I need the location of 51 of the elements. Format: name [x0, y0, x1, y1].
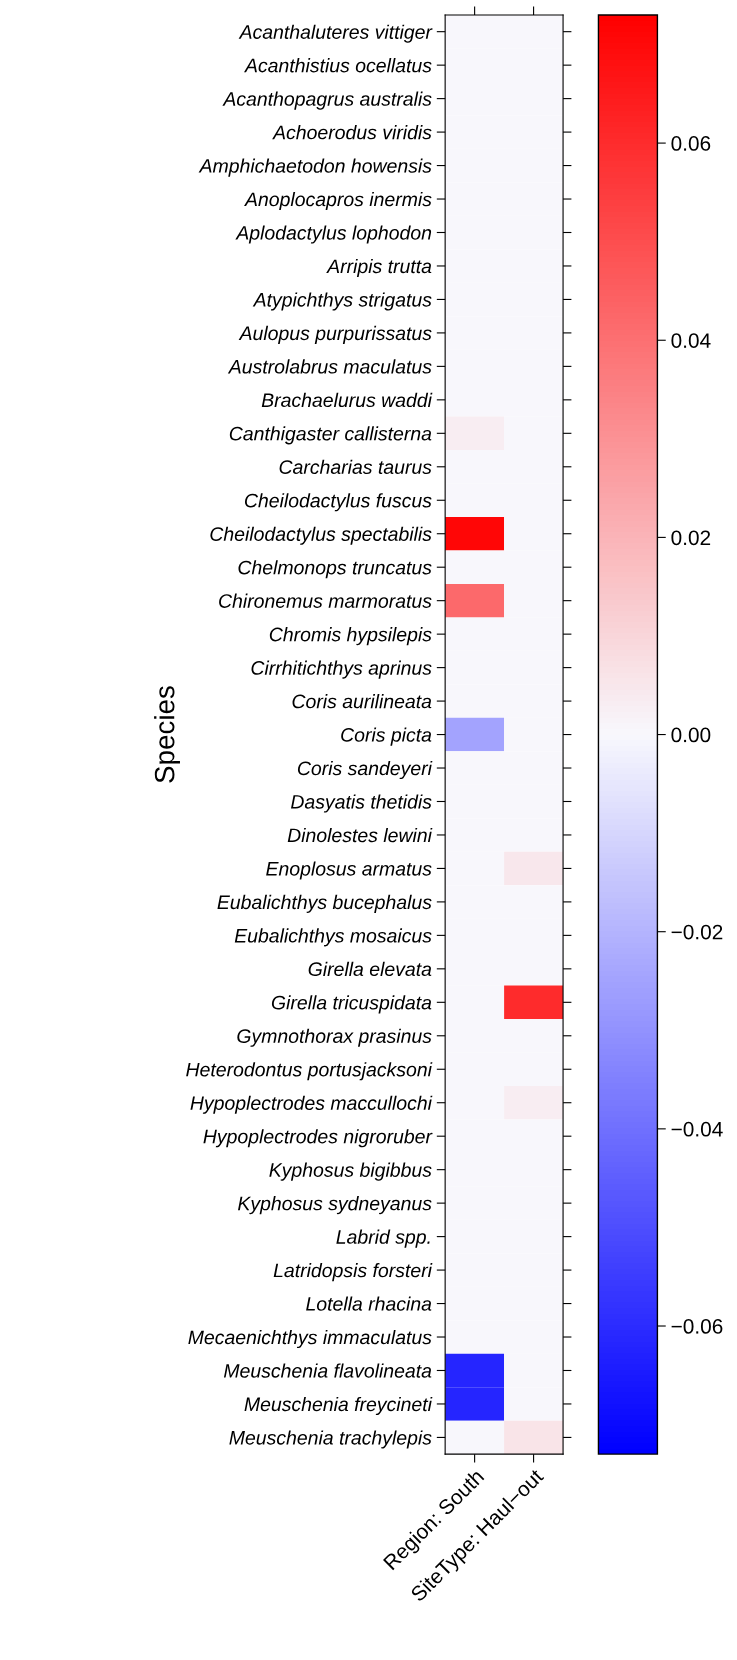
y-tick-label: Hypoplectrodes nigroruber [203, 1129, 433, 1148]
y-tick-label: Aplodactylus lophodon [235, 225, 432, 244]
y-tick-label: Kyphosus bigibbus [269, 1162, 432, 1181]
y-tick-label: Aulopus purpurissatus [238, 325, 432, 344]
y-tick-label: Dinolestes lewini [287, 827, 433, 843]
y-axis-title: Species [154, 686, 180, 783]
y-tick-label: Cheilodactylus spectabilis [210, 526, 432, 545]
color-bar-label: 0.02 [671, 530, 711, 546]
y-tick-label: Mecaenichthys immaculatus [188, 1329, 432, 1349]
y-tick-label: Eubalichthys mosaicus [234, 928, 432, 947]
y-tick-label: Cirrhitichthys aprinus [251, 660, 432, 679]
y-tick-label: Labrid spp. [336, 1229, 430, 1248]
y-tick-label: Girella elevata [308, 961, 432, 977]
y-tick-label: Enoplosus armatus [266, 861, 432, 880]
y-tick-label: Latridopsis forsteri [273, 1263, 433, 1282]
y-tick-label: Coris aurilineata [292, 694, 432, 709]
color-bar-label: 0.04 [671, 333, 711, 348]
y-tick-label: Gymnothorax prasinus [237, 1028, 432, 1047]
y-tick-label: Meuschenia freycineti [244, 1396, 433, 1416]
color-bar-label: 0.06 [671, 136, 711, 151]
y-tick-label: Eubalichthys bucephalus [217, 894, 432, 913]
y-tick-label: Achoerodus viridis [272, 125, 432, 140]
y-tick-label: Coris sandeyeri [297, 760, 433, 780]
y-tick-label: Acanthopagrus australis [222, 91, 432, 110]
y-tick-label: Acanthaluteres vittiger [238, 24, 433, 43]
y-tick-label: Girella tricuspidata [271, 995, 432, 1014]
y-tick-label: Hypoplectrodes maccullochi [190, 1095, 433, 1114]
y-tick-label: Amphichaetodon howensis [198, 158, 432, 177]
y-tick-label: Chironemus marmoratus [219, 593, 432, 608]
color-bar-label: −0.06 [671, 1319, 723, 1334]
y-tick-label: Acanthistius ocellatus [244, 58, 432, 73]
y-tick-label: Carcharias taurus [279, 459, 432, 475]
y-tick-label: Austrolabrus maculatus [227, 359, 432, 374]
y-tick-label: Coris picta [341, 727, 432, 746]
y-tick-label: Chelmonops truncatus [238, 560, 432, 579]
y-tick-label: Lotella rhacina [306, 1296, 432, 1311]
y-tick-label: Canthigaster callisterna [229, 426, 432, 445]
y-tick-label: Atypichthys strigatus [252, 292, 432, 311]
y-tick-label: Meuschenia trachylepis [229, 1430, 432, 1449]
color-bar-label: −0.04 [671, 1121, 723, 1137]
y-tick-label: Heterodontus portusjacksoni [186, 1062, 433, 1081]
y-tick-label: Chromis hypsilepis [269, 627, 432, 646]
y-tick-label: Cheilodactylus fuscus [244, 493, 432, 512]
color-bar-label: 0.00 [671, 727, 711, 743]
y-tick-label: Anoplocapros inermis [244, 191, 432, 211]
y-tick-label: Dasyatis thetidis [290, 794, 432, 813]
y-tick-label: Brachaelurus waddi [261, 392, 433, 408]
y-tick-label: Arripis trutta [326, 258, 432, 278]
y-tick-label: Meuschenia flavolineata [223, 1363, 432, 1378]
y-tick-label: Kyphosus sydneyanus [238, 1196, 432, 1215]
color-bar-label: −0.02 [671, 924, 723, 940]
